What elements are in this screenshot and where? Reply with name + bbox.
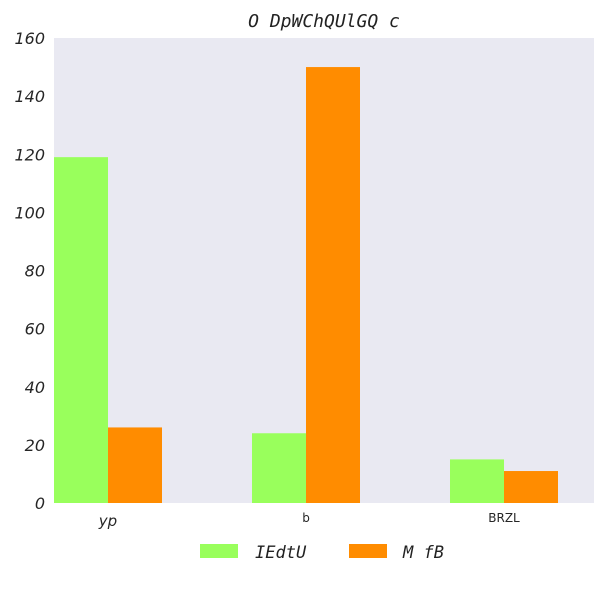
x-tick-label: b: [302, 511, 310, 525]
chart-title: O DpWChQUlGQ c: [248, 11, 400, 32]
bar-M-fB-BRZL: [504, 471, 558, 503]
bar-IEdtU-yp: [54, 157, 108, 503]
bars-group: [54, 67, 558, 503]
legend-label: IEdtU: [255, 543, 307, 563]
y-tick-label: 160: [14, 29, 45, 48]
y-tick-label: 120: [14, 145, 45, 164]
legend-swatch-IEdtU: [200, 544, 238, 558]
legend-swatch-M-fB: [349, 544, 387, 558]
x-tick-label: BRZL: [488, 511, 520, 525]
bar-IEdtU-BRZL: [450, 459, 504, 503]
x-tick-label: yp: [98, 512, 117, 530]
bar-M-fB-yp: [108, 427, 162, 503]
legend: IEdtU M fB: [200, 543, 444, 563]
y-tick-label: 0: [35, 494, 45, 513]
y-tick-label: 140: [14, 87, 45, 106]
x-axis: yp b BRZL: [98, 511, 520, 530]
y-tick-label: 60: [25, 320, 45, 339]
y-tick-label: 80: [25, 262, 45, 281]
bar-M-fB-b: [306, 67, 360, 503]
bar-IEdtU-b: [252, 433, 306, 503]
y-tick-label: 20: [25, 436, 45, 455]
y-axis: 0 20 40 60 80 100 120 140 160: [14, 29, 45, 513]
y-tick-label: 40: [25, 378, 45, 397]
y-tick-label: 100: [14, 203, 45, 222]
legend-label: M fB: [402, 543, 444, 563]
